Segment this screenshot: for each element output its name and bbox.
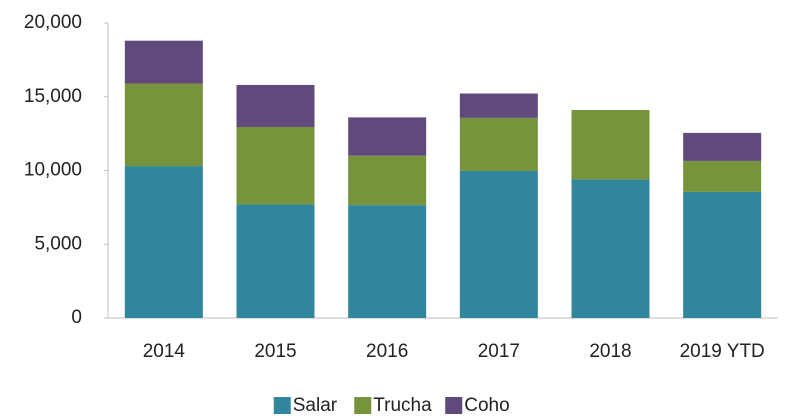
x-tick-label: 2019 YTD bbox=[680, 341, 765, 362]
bar-segment bbox=[683, 132, 762, 161]
x-tick-label: 2018 bbox=[589, 341, 631, 362]
x-tick-label: 2016 bbox=[366, 341, 408, 362]
bar-segment bbox=[124, 83, 203, 167]
bar-segment bbox=[348, 205, 427, 318]
bar-segment bbox=[459, 93, 538, 118]
legend-swatch bbox=[445, 397, 463, 414]
legend-label: Salar bbox=[293, 395, 338, 416]
bar-segment bbox=[683, 191, 762, 318]
legend-swatch bbox=[354, 397, 372, 414]
legend-label: Coho bbox=[464, 395, 509, 416]
x-tick-label: 2017 bbox=[478, 341, 520, 362]
bar-segment bbox=[236, 84, 315, 127]
bar-segment bbox=[348, 155, 427, 206]
bar-segment bbox=[571, 110, 650, 180]
bar-segment bbox=[236, 204, 315, 318]
y-tick-label: 15,000 bbox=[24, 86, 82, 107]
legend-label: Trucha bbox=[373, 395, 432, 416]
y-tick-label: 20,000 bbox=[24, 12, 82, 33]
bar-segment bbox=[124, 166, 203, 318]
y-tick-label: 0 bbox=[71, 307, 82, 328]
legend-swatch bbox=[273, 397, 291, 414]
bar-segment bbox=[459, 117, 538, 171]
x-tick-label: 2015 bbox=[254, 341, 296, 362]
x-tick-label: 2014 bbox=[143, 341, 186, 362]
bar-segment bbox=[236, 126, 315, 205]
y-tick-label: 5,000 bbox=[34, 233, 82, 254]
bar-segment bbox=[124, 40, 203, 84]
bar-segment bbox=[459, 170, 538, 318]
bar-segment bbox=[571, 179, 650, 318]
bar-segment bbox=[348, 117, 427, 156]
y-tick-label: 10,000 bbox=[24, 160, 82, 181]
bar-segment bbox=[683, 160, 762, 192]
